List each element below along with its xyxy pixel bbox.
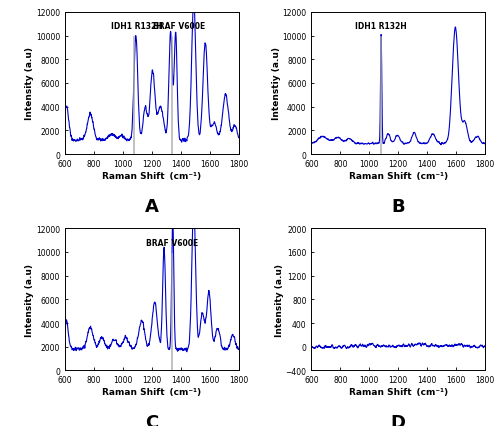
Text: BRAF V600E: BRAF V600E bbox=[146, 238, 198, 247]
Y-axis label: Intenstiy (a.u): Intenstiy (a.u) bbox=[272, 47, 281, 120]
Y-axis label: Intensity (a.u): Intensity (a.u) bbox=[26, 47, 35, 120]
Text: A: A bbox=[145, 197, 158, 215]
X-axis label: Raman Shift  (cm⁻¹): Raman Shift (cm⁻¹) bbox=[348, 387, 448, 396]
Y-axis label: Intensity (a.u): Intensity (a.u) bbox=[26, 263, 35, 336]
Text: BRAF V600E: BRAF V600E bbox=[153, 22, 206, 31]
Text: IDH1 R132H: IDH1 R132H bbox=[112, 22, 163, 31]
Text: B: B bbox=[392, 197, 405, 215]
Text: D: D bbox=[390, 413, 406, 426]
X-axis label: Raman Shift  (cm⁻¹): Raman Shift (cm⁻¹) bbox=[348, 171, 448, 180]
X-axis label: Raman Shift  (cm⁻¹): Raman Shift (cm⁻¹) bbox=[102, 171, 202, 180]
Text: C: C bbox=[145, 413, 158, 426]
Text: IDH1 R132H: IDH1 R132H bbox=[355, 22, 406, 31]
Y-axis label: Intensity (a.u): Intensity (a.u) bbox=[275, 263, 284, 336]
X-axis label: Raman Shift  (cm⁻¹): Raman Shift (cm⁻¹) bbox=[102, 387, 202, 396]
